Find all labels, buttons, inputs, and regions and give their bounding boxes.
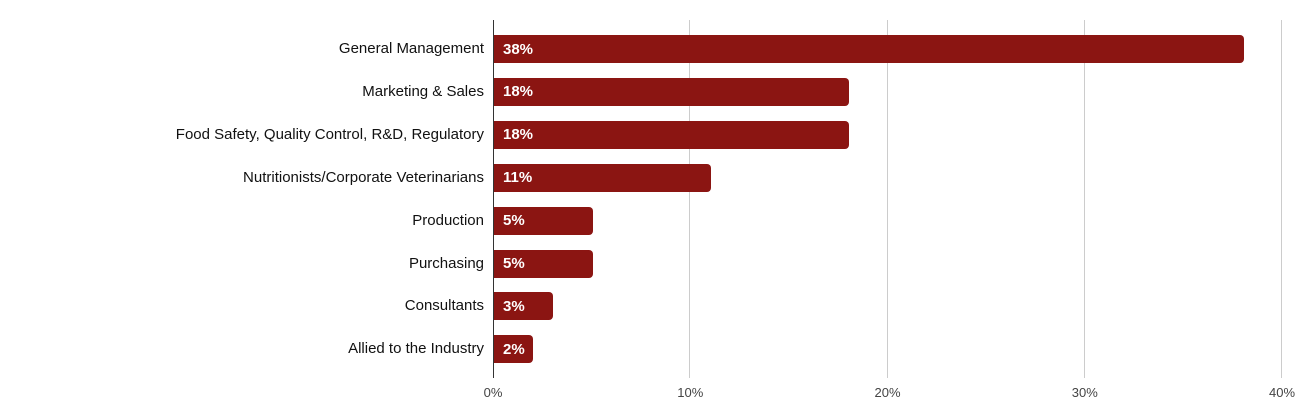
- category-label: Allied to the Industry: [348, 340, 484, 358]
- bar: 3%: [494, 292, 554, 321]
- x-axis-tick-label: 20%: [874, 385, 901, 400]
- gridline: [689, 20, 691, 378]
- bar-value-label: 3%: [503, 297, 525, 315]
- category-label: Consultants: [404, 297, 484, 315]
- x-axis-tick-label: 0%: [483, 385, 503, 400]
- gridline: [886, 20, 888, 378]
- bar-value-label: 18%: [503, 126, 534, 144]
- bar: 18%: [494, 77, 850, 106]
- bar-value-label: 38%: [503, 40, 534, 58]
- x-axis-tick-label: 10%: [677, 385, 704, 400]
- bar: 2%: [494, 335, 534, 364]
- bar-value-label: 2%: [503, 340, 525, 358]
- category-label: Nutritionists/Corporate Veterinarians: [243, 168, 484, 186]
- bar: 18%: [494, 120, 850, 149]
- category-label: General Management: [338, 40, 484, 57]
- bar-value-label: 5%: [503, 255, 525, 272]
- category-label: Marketing & Sales: [362, 82, 484, 100]
- plot-area: 38% 18% 18% 11% 5% 5% 3% 2%: [493, 20, 1282, 378]
- y-axis-line: [493, 20, 494, 378]
- bar-value-label: 11%: [503, 169, 533, 187]
- bar: 38%: [494, 35, 1244, 63]
- bar: 11%: [494, 163, 711, 192]
- bar: 5%: [494, 249, 593, 278]
- x-axis-tick-label: 30%: [1071, 385, 1098, 400]
- bar-value-label: 18%: [503, 83, 534, 101]
- gridline: [1083, 20, 1085, 378]
- x-axis-tick-label: 40%: [1268, 385, 1296, 400]
- category-label: Purchasing: [408, 254, 484, 272]
- bar-value-label: 5%: [503, 212, 525, 230]
- gridline: [1281, 20, 1282, 378]
- category-label: Food Safety, Quality Control, R&D, Regul…: [175, 125, 484, 143]
- bar: 5%: [494, 206, 593, 235]
- category-label: Production: [412, 211, 484, 229]
